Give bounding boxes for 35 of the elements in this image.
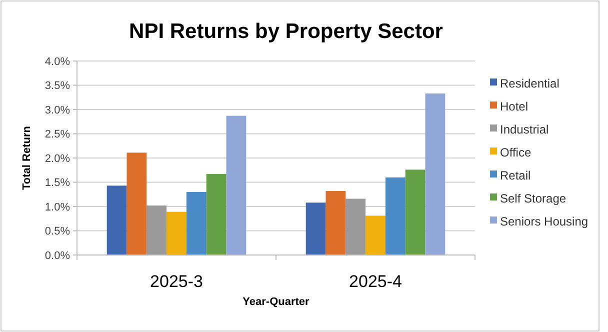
chart-title: NPI Returns by Property Sector (129, 20, 443, 43)
x-tick-label: 2025-4 (349, 272, 402, 291)
legend-label: Industrial (500, 122, 549, 137)
legend-label: Seniors Housing (500, 214, 588, 229)
y-tick-label: 1.0% (44, 201, 70, 214)
bar (126, 152, 147, 255)
y-tick-label: 3.0% (44, 104, 70, 116)
y-axis-title: Total Return (21, 126, 33, 190)
y-tick-label: 2.5% (44, 128, 70, 141)
y-tick-label: 4.0% (44, 56, 70, 68)
bar (366, 216, 386, 255)
bar (405, 170, 426, 255)
bar (425, 93, 446, 255)
y-tick-label: 2.0% (44, 152, 70, 165)
bar (306, 202, 326, 255)
y-tick-label: 0.5% (44, 226, 70, 238)
bar (146, 206, 167, 255)
legend-label: Self Storage (500, 192, 566, 206)
bar (326, 190, 346, 255)
bar (166, 212, 186, 255)
legend-label: Office (500, 146, 532, 160)
legend-label: Residential (500, 76, 560, 91)
legend-label: Retail (500, 168, 531, 183)
bar (226, 116, 246, 255)
x-axis-title: Year-Quarter (242, 296, 310, 308)
y-tick-label: 0.0% (44, 250, 70, 262)
bar (206, 174, 226, 255)
y-tick-label: 1.5% (44, 177, 70, 190)
bar (346, 198, 366, 255)
y-tick-label: 3.5% (44, 80, 70, 92)
bar (186, 192, 206, 255)
legend-label: Hotel (500, 100, 528, 114)
x-tick-label: 2025-3 (150, 272, 203, 291)
bar (385, 177, 406, 255)
bar (106, 186, 127, 255)
